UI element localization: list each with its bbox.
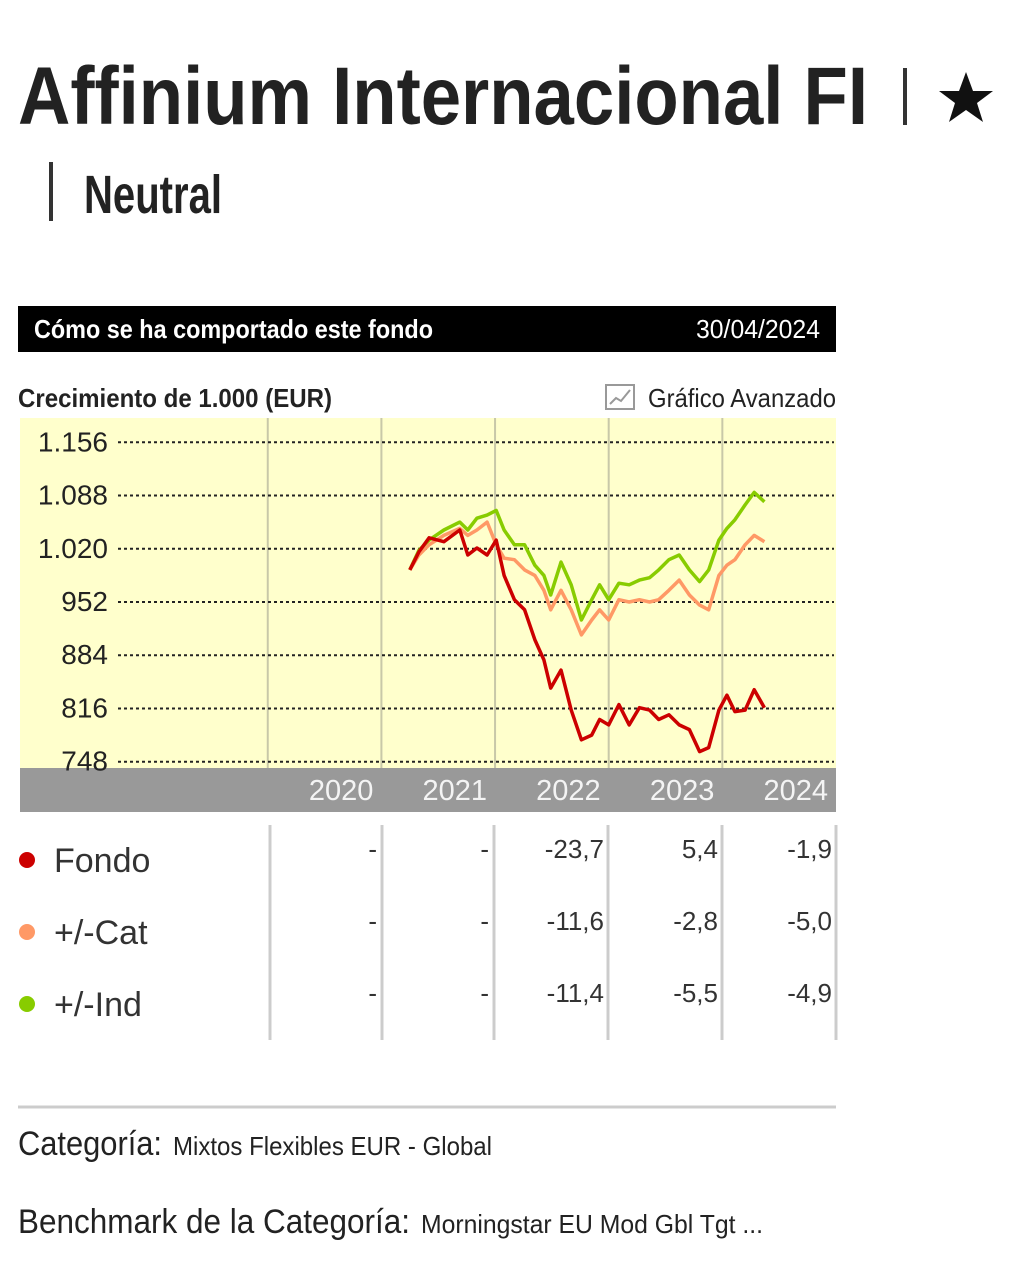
rating: Neutral bbox=[84, 165, 222, 225]
table-cell: - bbox=[480, 906, 489, 936]
benchmark-label: Benchmark de la Categoría: bbox=[18, 1203, 410, 1241]
series-line bbox=[408, 528, 766, 754]
legend-dot bbox=[19, 852, 35, 868]
y-tick-label: 1.088 bbox=[38, 480, 108, 511]
table-cell: -11,6 bbox=[547, 906, 604, 936]
y-tick-label: 1.156 bbox=[38, 426, 108, 457]
table-cell: -11,4 bbox=[547, 978, 604, 1008]
x-tick-label: 2021 bbox=[423, 775, 488, 807]
table-cell: - bbox=[368, 834, 377, 864]
table-cell: - bbox=[368, 906, 377, 936]
benchmark-value: Morningstar EU Mod Gbl Tgt ... bbox=[421, 1209, 763, 1239]
x-axis-band bbox=[20, 768, 836, 812]
table-cell: -5,0 bbox=[787, 906, 832, 936]
x-tick-label: 2023 bbox=[650, 775, 715, 807]
section-title: Cómo se ha comportado este fondo bbox=[34, 314, 433, 344]
fund-title: Affinium Internacional FI bbox=[18, 51, 868, 142]
chart-icon-line bbox=[609, 389, 631, 405]
table-cell: 5,4 bbox=[682, 834, 718, 864]
legend-dot bbox=[19, 996, 35, 1012]
y-tick-label: 884 bbox=[61, 639, 108, 670]
y-tick-label: 952 bbox=[61, 586, 108, 617]
x-tick-label: 2020 bbox=[309, 775, 374, 807]
advanced-chart-link[interactable]: Gráfico Avanzado bbox=[605, 383, 836, 413]
table-cell: -2,8 bbox=[673, 906, 718, 936]
y-tick-label: 1.020 bbox=[38, 533, 108, 564]
chart-icon bbox=[605, 384, 635, 410]
section-bar bbox=[18, 306, 836, 352]
legend-dot bbox=[19, 924, 35, 940]
y-tick-label: 816 bbox=[61, 692, 108, 723]
row-label: Fondo bbox=[54, 842, 150, 880]
plot: 2020 2021 2022 2023 2024 748 816 884 952 1.020 1.0… bbox=[38, 418, 834, 807]
x-tick-label: 2022 bbox=[536, 775, 601, 807]
table-cell: -23,7 bbox=[545, 834, 604, 864]
series-line bbox=[408, 490, 766, 622]
category-label: Categoría: bbox=[18, 1125, 162, 1163]
star-rating-icon bbox=[939, 72, 993, 122]
table-cell: -4,9 bbox=[787, 978, 832, 1008]
advanced-chart-text[interactable]: Gráfico Avanzado bbox=[648, 383, 836, 413]
table-cell: -1,9 bbox=[787, 834, 832, 864]
table-cell: -5,5 bbox=[673, 978, 718, 1008]
section-date: 30/04/2024 bbox=[696, 314, 820, 344]
table-cell: - bbox=[480, 978, 489, 1008]
table-cell: - bbox=[480, 834, 489, 864]
chart-title: Crecimiento de 1.000 (EUR) bbox=[18, 383, 332, 413]
table-cell: - bbox=[368, 978, 377, 1008]
plot-area bbox=[20, 418, 836, 768]
y-tick-label: 748 bbox=[61, 746, 108, 777]
row-label: +/-Ind bbox=[54, 986, 142, 1024]
returns-table: Fondo - - -23,7 5,4 -1,9 +/-Cat - - -11,6 -2,8 -5,0… bbox=[19, 825, 838, 1040]
series-line bbox=[408, 520, 766, 637]
category-value: Mixtos Flexibles EUR - Global bbox=[173, 1131, 492, 1161]
x-tick-label: 2024 bbox=[763, 775, 828, 807]
row-label: +/-Cat bbox=[54, 914, 148, 952]
